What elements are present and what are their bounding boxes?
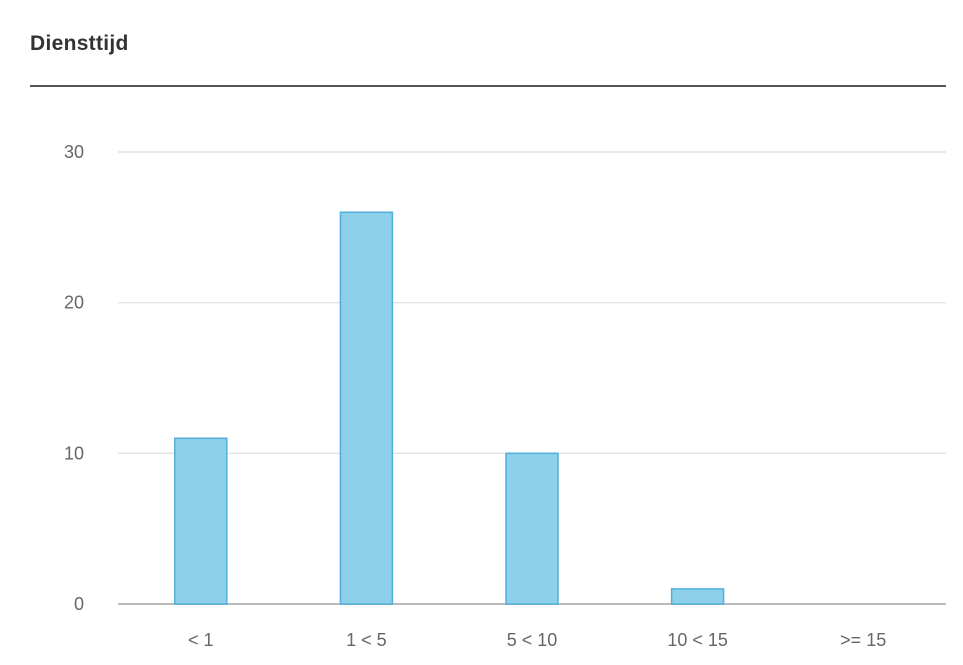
bar-0 <box>174 437 228 605</box>
y-tick-label: 20 <box>64 293 84 313</box>
x-tick-label: 1 < 5 <box>346 630 387 650</box>
x-tick-label: >= 15 <box>840 630 886 650</box>
x-tick-label: 5 < 10 <box>507 630 558 650</box>
bar-2 <box>505 452 559 605</box>
x-tick-label: 10 < 15 <box>667 630 728 650</box>
bar-1 <box>339 211 394 605</box>
x-tick-label: < 1 <box>188 630 214 650</box>
bar-3 <box>670 588 725 605</box>
y-tick-label: 10 <box>64 443 84 463</box>
chart-title: Diensttijd <box>30 32 129 55</box>
y-tick-label: 0 <box>74 594 84 614</box>
title-divider <box>30 85 946 87</box>
y-tick-label: 30 <box>64 142 84 162</box>
